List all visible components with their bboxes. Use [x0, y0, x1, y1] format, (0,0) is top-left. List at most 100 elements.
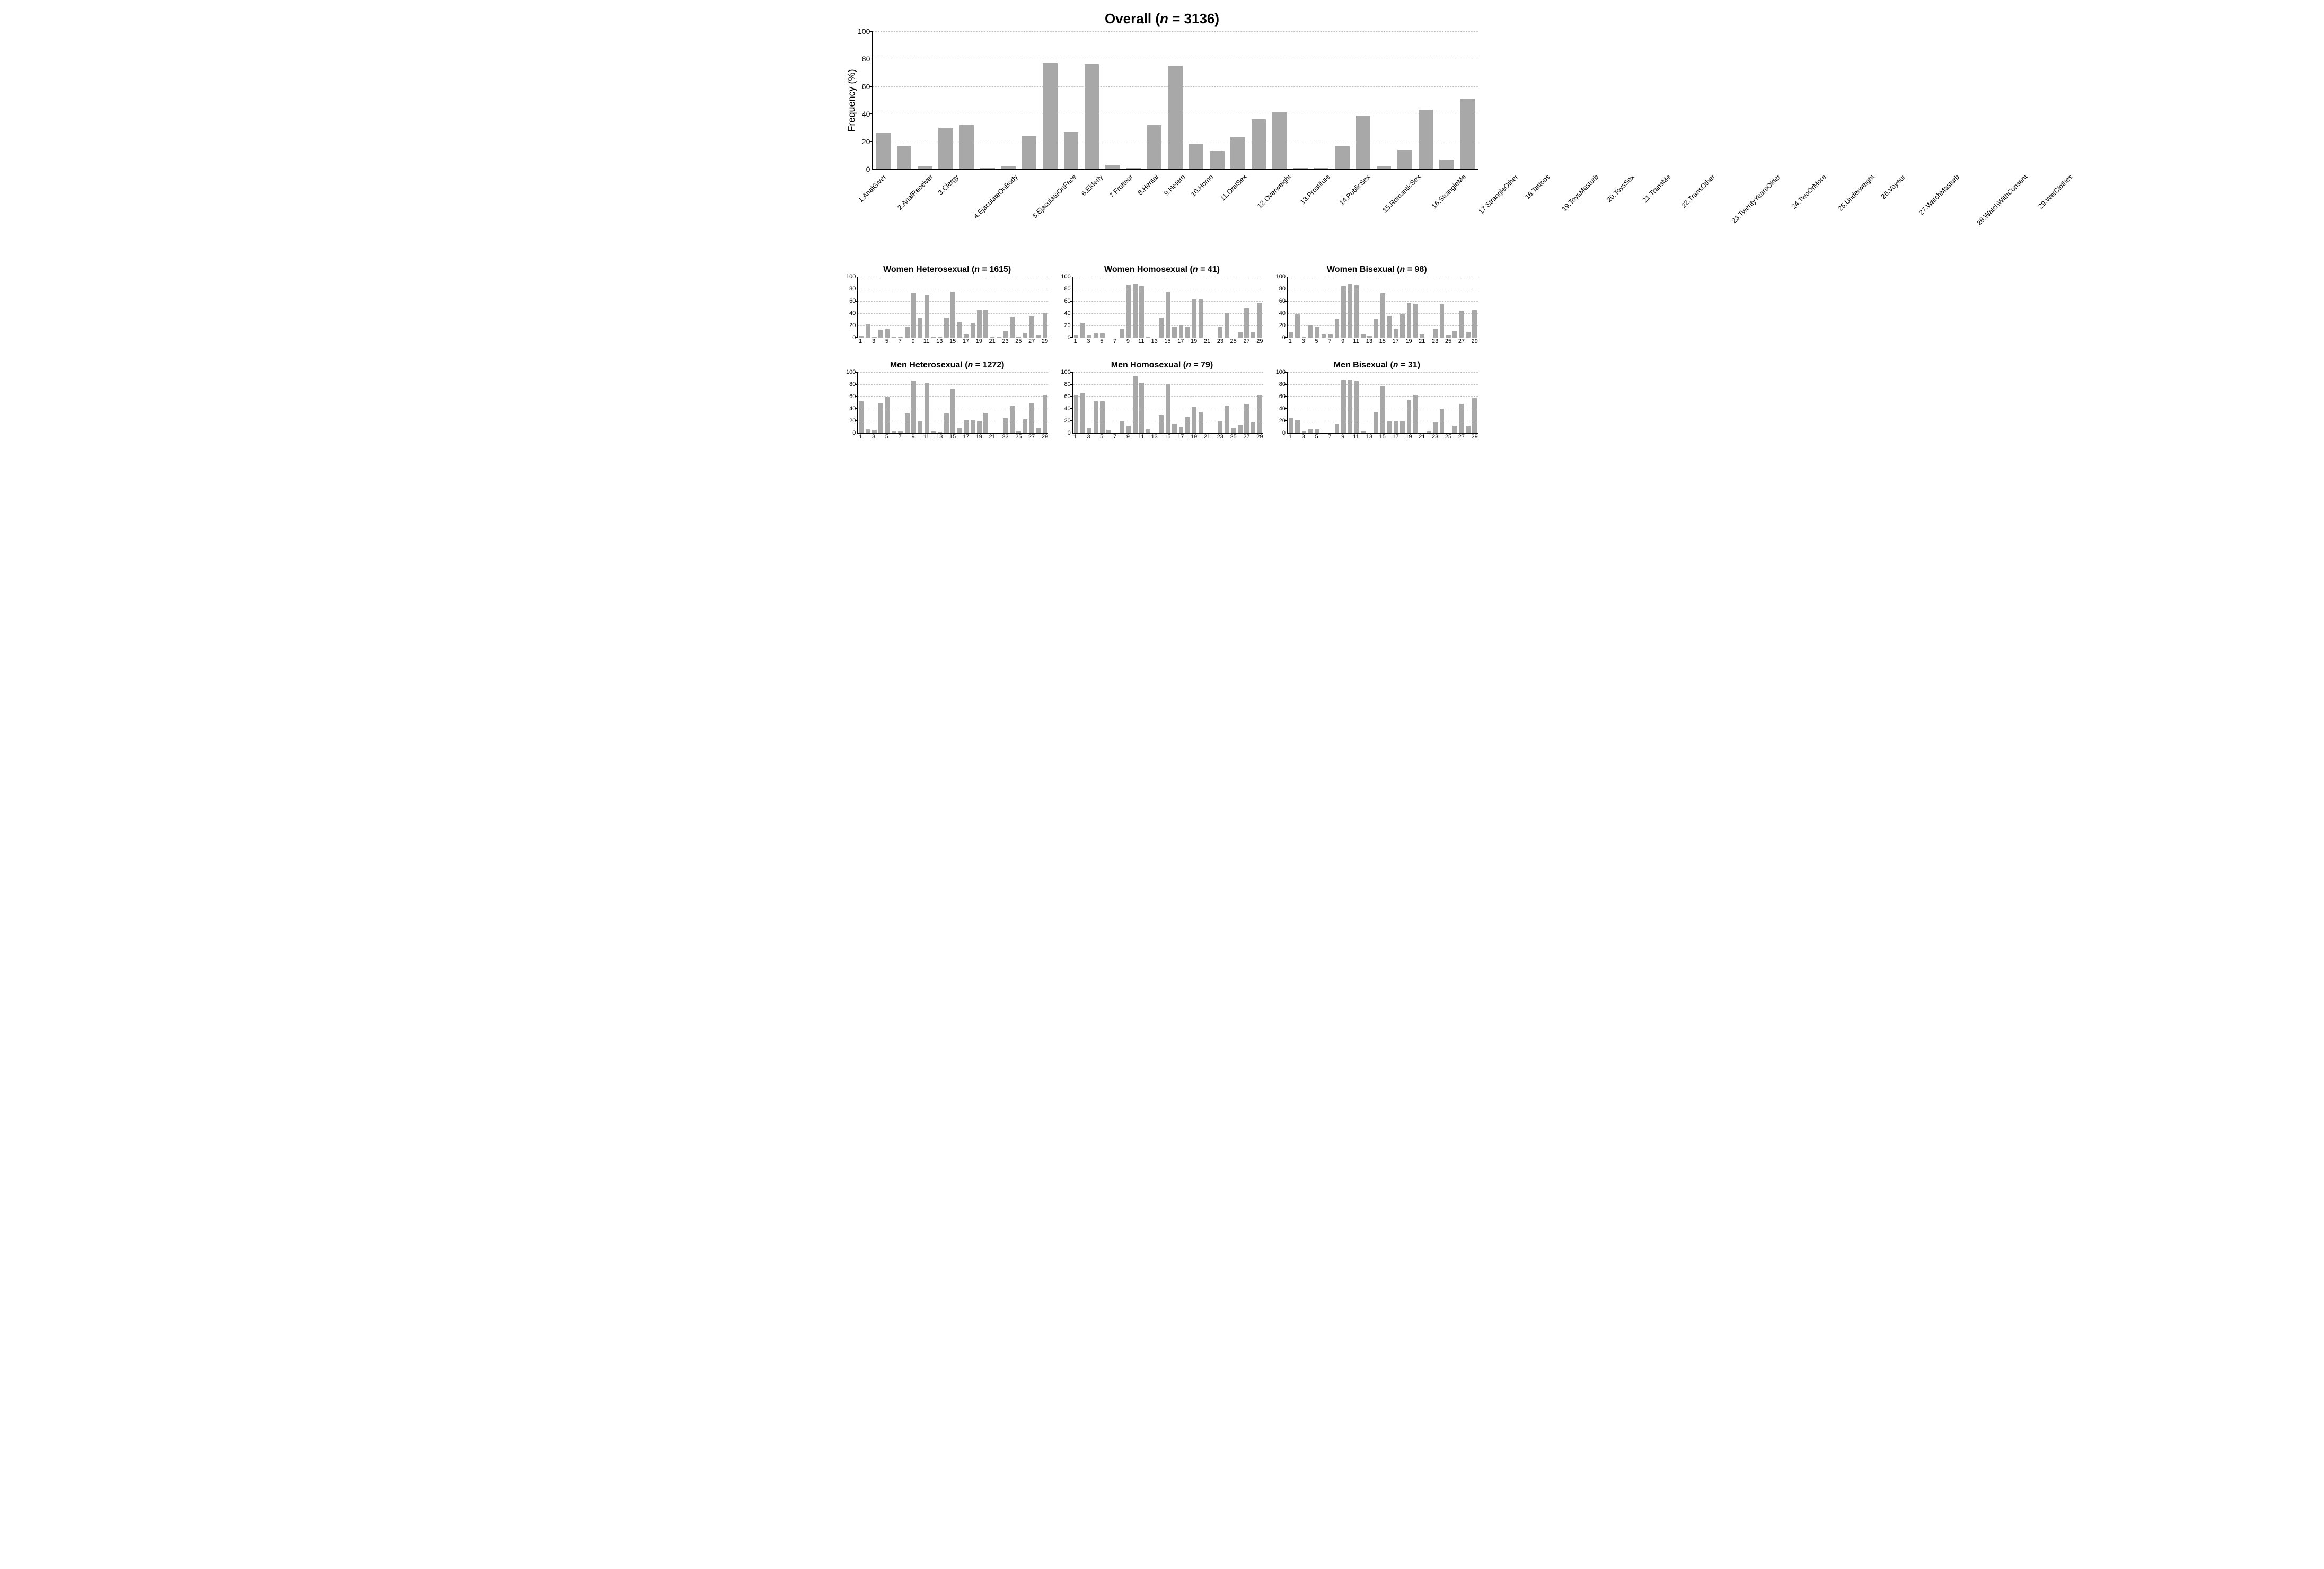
bar	[1199, 299, 1203, 338]
bar-slot	[1393, 277, 1399, 338]
x-tick-label: 21	[1204, 338, 1210, 345]
bar-slot	[1412, 372, 1419, 433]
bar-slot	[937, 277, 943, 338]
bar	[1036, 428, 1041, 433]
bar	[1315, 327, 1319, 338]
x-tick-label: 27	[1458, 338, 1465, 345]
bar-slot	[1386, 372, 1393, 433]
bar	[876, 133, 891, 169]
small-row-2: Men Heterosexual (n = 1272)1008060402001…	[846, 360, 1478, 440]
bar-slot	[1022, 277, 1028, 338]
bar	[911, 381, 916, 433]
x-tick-label: 25	[1015, 434, 1022, 440]
bar	[1289, 418, 1293, 433]
bar	[1413, 395, 1418, 433]
bar-slot	[1314, 277, 1321, 338]
bar-slot	[858, 277, 864, 338]
x-tick-label	[943, 338, 949, 345]
bar-slot	[1191, 277, 1197, 338]
bar-slot	[1086, 277, 1092, 338]
bar	[1348, 380, 1352, 433]
bar	[1459, 311, 1464, 338]
bar-slot	[1457, 31, 1477, 169]
x-tick-label	[1184, 434, 1191, 440]
bar-slot	[970, 372, 976, 433]
bar-slot	[1102, 31, 1123, 169]
bar	[897, 146, 912, 169]
bar-slot	[923, 277, 930, 338]
small-chart: 100806040200	[1061, 372, 1263, 434]
bar-slot	[1321, 277, 1327, 338]
bar	[1133, 284, 1138, 338]
bar	[1308, 429, 1313, 433]
bar-slot	[1223, 277, 1230, 338]
x-tick-label: 27	[1243, 338, 1249, 345]
bar-slot	[1472, 277, 1478, 338]
x-tick-label	[1346, 338, 1352, 345]
bar-slot	[982, 277, 989, 338]
bar	[1074, 395, 1079, 433]
bar	[925, 383, 929, 433]
bar	[1452, 426, 1457, 433]
bar	[1356, 116, 1371, 169]
bar	[1146, 337, 1151, 338]
bar-slot	[1230, 277, 1237, 338]
x-tick-label	[1250, 434, 1256, 440]
bar	[1010, 317, 1015, 338]
bar	[997, 337, 1001, 338]
bar-slot	[1373, 372, 1379, 433]
x-tick-label: 11	[1353, 338, 1359, 345]
bar	[1394, 329, 1398, 338]
bar-slot	[1237, 372, 1243, 433]
bar	[1225, 313, 1229, 338]
bar-slot	[1106, 372, 1112, 433]
bar	[1016, 431, 1021, 433]
x-tick-label	[969, 338, 975, 345]
bar-slot	[1425, 277, 1432, 338]
bar	[1446, 335, 1451, 338]
bar-slot	[1340, 372, 1346, 433]
x-tick-label: 13	[936, 434, 943, 440]
x-tick-label: 9	[1340, 338, 1346, 345]
x-tick-label	[1158, 434, 1164, 440]
bar-slot	[1079, 277, 1086, 338]
x-tick-label: 1	[857, 338, 864, 345]
x-tick-label: 26.Voyeur	[1870, 170, 1902, 249]
bar	[1189, 144, 1204, 169]
x-tick-label	[903, 434, 910, 440]
bar	[1387, 421, 1392, 433]
bar	[878, 330, 883, 338]
bar	[1335, 319, 1340, 338]
bar-slot	[1093, 372, 1099, 433]
bar	[1120, 329, 1124, 338]
bar-slot	[1314, 372, 1321, 433]
bar-slot	[998, 31, 1019, 169]
x-tick-label	[1035, 338, 1041, 345]
x-tick-label: 1	[1287, 434, 1293, 440]
x-tick-label	[1171, 434, 1177, 440]
x-tick-label: 15	[1164, 338, 1170, 345]
bar-slot	[865, 372, 871, 433]
x-tick-label: 2.AnalReceiver	[882, 170, 929, 249]
bar	[983, 310, 988, 338]
x-tick-label: 27	[1458, 434, 1465, 440]
bar-slot	[982, 372, 989, 433]
bar	[1168, 66, 1183, 169]
bar	[1179, 427, 1184, 434]
x-tick-label: 1	[1287, 338, 1293, 345]
x-tick-label: 24.TwoOrMore	[1776, 170, 1822, 249]
bar-slot	[1145, 372, 1151, 433]
bars	[1073, 277, 1263, 338]
bar	[1244, 308, 1249, 338]
bar	[1400, 314, 1405, 338]
title-n-label: n	[1160, 11, 1168, 27]
bar-slot	[1132, 372, 1138, 433]
x-axis-block: 1357911131517192123252729	[846, 338, 1048, 345]
bar-slot	[1015, 277, 1022, 338]
bar	[1159, 318, 1164, 338]
bar-slot	[1138, 372, 1145, 433]
title-text: Overall (	[1105, 11, 1160, 27]
bar-slot	[1415, 31, 1436, 169]
bar-slot	[1002, 277, 1009, 338]
x-tick-label	[877, 338, 883, 345]
